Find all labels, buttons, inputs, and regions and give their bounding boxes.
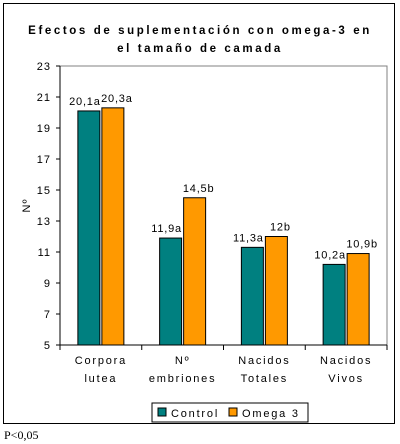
legend-label: Control [171,408,219,420]
y-tick-label: 13 [37,216,51,228]
bar-omega-3 [264,236,288,346]
y-tick-label: 19 [37,123,51,135]
bar-control [159,237,183,346]
x-category-label: Corpora [75,355,127,367]
bar-control [77,110,101,346]
bar-control [322,263,346,346]
chart-title-line: Efectos de suplementación con omega-3 en [28,25,372,37]
data-label: 11,3a [233,232,264,244]
legend-label: Omega 3 [242,408,300,420]
y-tick-label: 11 [38,247,51,259]
chart-frame: Efectos de suplementación con omega-3 en… [3,3,395,424]
bar-chart: Efectos de suplementación con omega-3 en… [21,25,388,423]
bar-omega-3 [101,107,125,346]
data-label: 10,9b [346,239,378,251]
y-axis-label: Nº [21,199,33,213]
x-category-label: Nacidos [238,355,290,367]
y-tick-label: 23 [37,61,51,73]
data-label: 12b [270,222,291,234]
y-tick-label: 7 [44,309,51,321]
data-label: 20,1a [69,96,101,108]
x-category-label: embriones [149,373,217,385]
bar-omega-3 [183,197,207,346]
data-label: 10,2a [314,249,346,261]
x-category-label: Vivos [328,373,364,385]
bar-control [240,246,264,346]
x-category-label: lutea [84,373,117,385]
legend-swatch [157,407,167,417]
data-label: 20,3a [101,93,133,105]
y-tick-label: 9 [44,278,51,290]
data-label: 11,9a [151,223,182,235]
legend-swatch [228,407,238,417]
data-label: 14,5b [183,183,215,195]
y-tick-label: 15 [37,185,51,197]
x-category-label: Nº [175,355,191,367]
x-category-label: Nacidos [320,355,372,367]
significance-footnote: P<0,05 [4,428,39,442]
y-tick-label: 17 [37,154,51,166]
x-category-label: Totales [241,373,288,385]
bar-omega-3 [346,253,370,346]
y-tick-label: 5 [44,340,51,352]
y-tick-label: 21 [37,92,51,104]
chart-title-line: el tamaño de camada [117,43,283,55]
